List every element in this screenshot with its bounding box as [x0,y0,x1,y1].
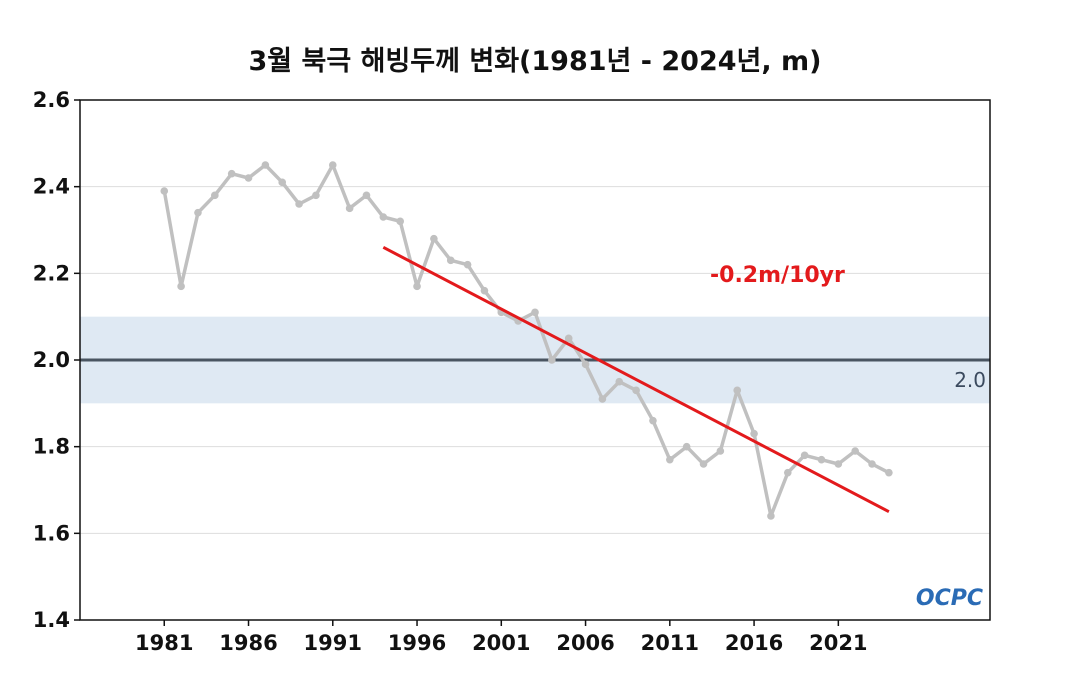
data-point-2012 [683,443,691,451]
data-point-2005 [565,335,573,343]
data-point-1999 [464,261,472,269]
data-point-1982 [177,283,185,291]
x-tick-label-4: 2001 [472,631,530,655]
plot-area: 2.0 1.4 1.6 1.8 2.0 2.2 2.4 2.6 1981 1986 1991 1996… [33,88,990,655]
trend-label: -0.2m/10yr [710,263,845,288]
y-tick-label-4: 2.2 [33,261,70,285]
data-point-2006 [582,361,590,369]
x-tick-label-7: 2016 [725,631,783,655]
data-point-1984 [211,192,219,200]
data-point-1983 [194,209,202,217]
data-point-1997 [430,235,438,243]
y-tick-label-5: 2.4 [33,175,70,199]
y-tick-label-6: 2.6 [33,88,70,112]
data-point-2000 [481,287,489,295]
x-tick-label-6: 2011 [641,631,699,655]
x-tick-label-3: 1996 [388,631,446,655]
data-point-1996 [413,283,421,291]
data-point-1987 [262,161,270,169]
ocpc-logo: OCPC [916,586,983,611]
data-point-1989 [295,200,303,208]
data-point-1986 [245,174,253,182]
x-tick-label-2: 1991 [304,631,362,655]
data-point-2014 [717,447,725,455]
data-point-2016 [750,430,758,438]
data-point-2015 [733,387,741,395]
data-point-2020 [818,456,826,464]
data-point-2010 [649,417,657,425]
data-point-1988 [278,179,286,187]
x-tick-label-1: 1986 [219,631,277,655]
reference-label: 2.0 [954,368,986,392]
data-point-2007 [599,395,607,403]
data-point-1985 [228,170,236,178]
data-point-1992 [346,205,354,213]
data-point-1998 [447,257,455,265]
data-point-2023 [868,460,876,468]
data-point-2022 [851,447,859,455]
data-point-2017 [767,512,775,520]
data-point-1995 [396,218,404,226]
data-point-2004 [548,356,556,364]
x-tick-label-8: 2021 [809,631,867,655]
data-point-1990 [312,192,320,200]
data-point-1993 [363,192,371,200]
data-point-2008 [615,378,623,386]
y-tick-label-3: 2.0 [33,348,70,372]
data-point-1994 [380,213,388,221]
data-point-2021 [835,460,843,468]
data-point-2024 [885,469,893,477]
data-point-2011 [666,456,674,464]
y-tick-label-2: 1.8 [33,435,70,459]
data-point-2009 [632,387,640,395]
x-tick-label-5: 2006 [556,631,614,655]
y-tick-label-1: 1.6 [33,521,70,545]
data-point-2003 [531,309,539,317]
data-point-2019 [801,452,809,460]
chart-title: 3월 북극 해빙두께 변화(1981년 - 2024년, m) [249,46,822,77]
data-point-2018 [784,469,792,477]
y-tick-label-0: 1.4 [33,608,70,632]
data-point-1991 [329,161,337,169]
x-tick-label-0: 1981 [135,631,193,655]
data-point-2013 [700,460,708,468]
data-point-1981 [160,187,168,195]
